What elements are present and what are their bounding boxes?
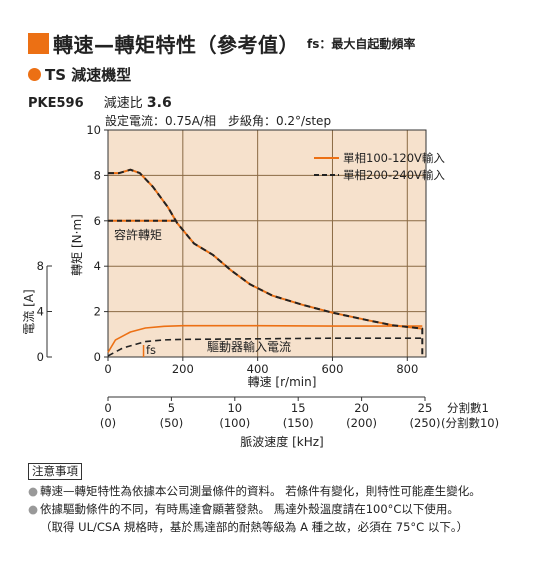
x-tick-label: 800	[396, 362, 418, 376]
div1-label: 分割數1	[447, 401, 489, 415]
legend-label: 單相200-240V輸入	[343, 168, 445, 182]
pulse-tick-label: 0	[104, 401, 111, 415]
pulse-tick-label: 5	[168, 401, 175, 415]
x-tick-label: 200	[172, 362, 194, 376]
title-marker	[28, 32, 49, 54]
torque-curve-series-2	[108, 168, 424, 357]
torque-tick-label: 0	[94, 350, 101, 364]
title-row: 轉速—轉矩特性（參考值） fs：最大自起動頻率	[28, 28, 415, 58]
torque-tick-label: 8	[94, 168, 101, 182]
model-code: PKE596	[28, 96, 84, 111]
pulse-tick-label: 25	[418, 401, 433, 415]
x-tick-label: 400	[247, 362, 269, 376]
pulse-tick-label-div10: (250)	[410, 416, 441, 430]
chart-axes: 0 200 400 600 800 轉速 [r/min] 0 2 4 6 8 10 轉矩 [N·m] 0 4…	[22, 123, 418, 389]
current-tick-label: 8	[37, 259, 44, 273]
notes-heading: 注意事項	[28, 463, 82, 480]
pulse-tick-label: 10	[227, 401, 242, 415]
pulse-axis: 0(0) 5(50) 10(100) 15(150) 20(200) 25(250) 分割數…	[100, 396, 499, 449]
chart-annotations: 容許轉矩 fs 驅動器輸入電流	[114, 227, 291, 357]
bullet-icon: ●	[28, 484, 39, 498]
permissible-torque-label: 容許轉矩	[114, 227, 162, 242]
torque-tick-label: 4	[94, 259, 101, 273]
torque-tick-label: 10	[86, 123, 101, 137]
gear-type-subtitle: TS 減速機型	[45, 66, 132, 84]
torque-tick-label: 2	[94, 305, 101, 319]
note-text: 依據驅動條件的不同，有時馬達會顯著發熱。 馬達外殼溫度請在100°C以下使用。	[40, 502, 459, 516]
x-axis-title: 轉速 [r/min]	[248, 375, 317, 389]
plot-area	[108, 130, 426, 357]
pulse-tick-label-div10: (100)	[219, 416, 250, 430]
note-subtext: （取得 UL/CSA 規格時，基於馬達部的耐熱等級為 A 種之故，必須在 75°…	[40, 520, 469, 534]
current-axis-title: 電流 [A]	[22, 289, 36, 334]
note-item: ● 轉速—轉矩特性為依據本公司測量條件的資料。 若條件有變化，則特性可能產生變化。	[28, 482, 548, 500]
note-text: 轉速—轉矩特性為依據本公司測量條件的資料。 若條件有變化，則特性可能產生變化。	[40, 484, 481, 498]
legend-label: 單相100-120V輸入	[343, 151, 445, 165]
div10-label: (分割數10)	[441, 416, 499, 430]
torque-axis-title: 轉矩 [N·m]	[70, 214, 84, 276]
chart-series	[107, 168, 424, 357]
page-title: 轉速—轉矩特性（參考值）	[53, 32, 299, 57]
current-curve-series-2	[107, 337, 423, 357]
note-item: ● 依據驅動條件的不同，有時馬達會顯著發熱。 馬達外殼溫度請在100°C以下使用。	[28, 500, 548, 518]
torque-tick-label: 6	[94, 214, 101, 228]
x-tick-label: 0	[104, 362, 111, 376]
notes-section: 注意事項 ● 轉速—轉矩特性為依據本公司測量條件的資料。 若條件有變化，則特性可能…	[28, 462, 548, 536]
pulse-tick-label-div10: (50)	[160, 416, 184, 430]
current-curve-series-1	[107, 324, 423, 353]
fs-definition: fs：最大自起動頻率	[307, 36, 416, 51]
pulse-tick-label: 20	[354, 401, 369, 415]
bullet-icon: ●	[28, 502, 39, 516]
pulse-tick-label: 15	[291, 401, 306, 415]
ratio-value: 3.6	[146, 95, 172, 111]
ratio-label: 減速比	[103, 96, 143, 111]
pulse-tick-label-div10: (0)	[100, 416, 116, 430]
fs-label: fs	[146, 343, 156, 357]
settings-line: 設定電流：0.75A/相 步級角：0.2°/step	[105, 114, 332, 128]
model-row: PKE596 減速比 3.6	[28, 92, 172, 111]
pulse-tick-label-div10: (200)	[346, 416, 377, 430]
current-tick-label: 4	[37, 305, 44, 319]
plot-border	[107, 129, 427, 358]
pulse-axis-title: 脈波速度 [kHz]	[240, 434, 323, 449]
pulse-tick-label-div10: (150)	[283, 416, 314, 430]
chart-grid	[107, 129, 427, 358]
current-tick-label: 0	[37, 350, 44, 364]
x-tick-label: 600	[321, 362, 343, 376]
subtitle-row: TS 減速機型	[28, 64, 131, 85]
subtitle-bullet	[28, 68, 41, 81]
driver-current-label: 驅動器輸入電流	[207, 339, 291, 354]
